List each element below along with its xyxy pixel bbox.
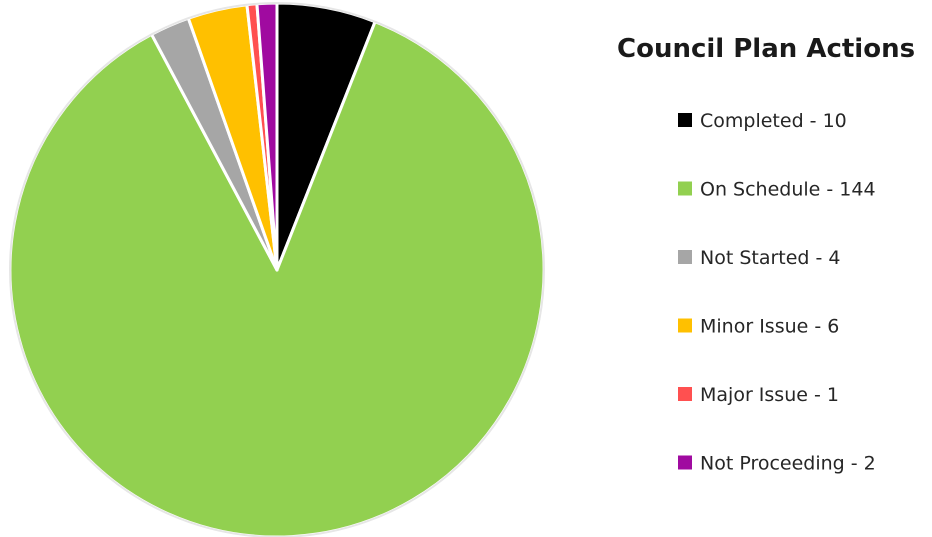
legend-label: On Schedule - 144 [700, 179, 876, 201]
chart-title: Council Plan Actions [617, 34, 915, 64]
legend-swatch [678, 250, 692, 264]
legend-swatch [678, 387, 692, 401]
legend-item-minor-issue: Minor Issue - 6 [678, 316, 839, 338]
legend-item-not-proceeding: Not Proceeding - 2 [678, 453, 876, 475]
legend-swatch [678, 318, 692, 333]
pie-slices [8, 1, 546, 537]
legend-label: Not Started - 4 [700, 247, 841, 269]
legend-label: Completed - 10 [700, 110, 847, 132]
legend-swatch [678, 181, 692, 196]
legend-label: Minor Issue - 6 [700, 316, 839, 338]
legend-item-major-issue: Major Issue - 1 [678, 384, 839, 406]
legend-item-not-started: Not Started - 4 [678, 247, 841, 269]
legend-label: Not Proceeding - 2 [700, 453, 876, 475]
legend-swatch [678, 455, 692, 470]
pie-outline [9, 2, 545, 537]
legend: Completed - 10 On Schedule - 144 Not Start… [678, 110, 876, 475]
legend-item-on-schedule: On Schedule - 144 [678, 179, 876, 201]
legend-label: Major Issue - 1 [700, 384, 839, 406]
legend-item-completed: Completed - 10 [678, 110, 847, 132]
legend-swatch [678, 113, 692, 127]
